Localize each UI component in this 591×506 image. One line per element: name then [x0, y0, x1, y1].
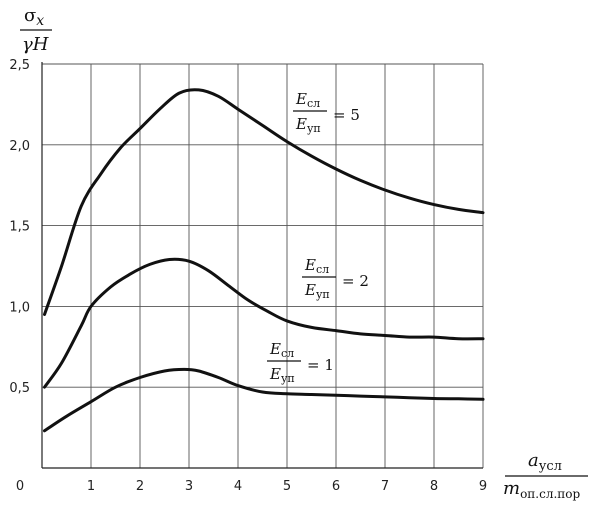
- svg-text:Eсл: Eсл: [304, 256, 329, 276]
- svg-text:σx: σx: [24, 5, 44, 29]
- svg-text:= 1: = 1: [307, 356, 334, 374]
- x-axis-label: aусл mоп.сл.пор: [503, 450, 588, 501]
- x-tick-label-6: 6: [332, 479, 340, 494]
- y-tick-label-2: 1,5: [9, 220, 30, 235]
- x-tick-label-7: 7: [381, 479, 389, 494]
- svg-text:mоп.сл.пор: mоп.сл.пор: [503, 478, 580, 501]
- axes: [41, 62, 483, 469]
- x-tick-label-8: 8: [430, 479, 438, 494]
- y-label-den: γH: [22, 34, 49, 55]
- y-tick-label-3: 2,0: [9, 139, 30, 154]
- series-line-2: [43, 367, 485, 433]
- y-tick-label-1: 1,0: [9, 300, 30, 315]
- y-label-num-sub: x: [36, 13, 44, 29]
- series-line-0: [43, 88, 485, 316]
- svg-text:Eсл: Eсл: [295, 90, 320, 110]
- x-label-den: m: [503, 478, 520, 499]
- x-tick-label-3: 3: [185, 479, 193, 494]
- svg-text:= 2: = 2: [342, 272, 369, 290]
- y-tick-label-0: 0,5: [9, 381, 30, 396]
- x-tick-label-5: 5: [283, 479, 291, 494]
- x-label-num-sub: усл: [539, 459, 562, 474]
- series-label-1: Eсл Eуп = 1: [267, 340, 334, 385]
- x-tick-label-0: 0: [16, 479, 24, 494]
- y-label-num: σ: [24, 5, 36, 26]
- x-label-den-sub: оп.сл.пор: [520, 487, 580, 501]
- svg-text:Eуп: Eуп: [304, 281, 330, 301]
- tick-labels: 0 1 2 3 4 5 6 7 8 9 0,5 1,0 1,5 2,0 2,5: [9, 58, 487, 494]
- series-label-5: Eсл Eуп = 5: [293, 90, 360, 135]
- svg-text:Eсл: Eсл: [269, 340, 294, 360]
- x-tick-label-1: 1: [87, 479, 95, 494]
- x-tick-label-9: 9: [479, 479, 487, 494]
- x-tick-label-4: 4: [234, 479, 242, 494]
- x-label-num: a: [528, 450, 539, 471]
- series-group: [43, 88, 485, 433]
- series-label-2: Eсл Eуп = 2: [302, 256, 369, 301]
- grid: [42, 63, 484, 468]
- svg-text:Eуп: Eуп: [269, 365, 295, 385]
- y-tick-label-4: 2,5: [9, 58, 30, 73]
- svg-text:Eуп: Eуп: [295, 115, 321, 135]
- svg-text:aусл: aусл: [528, 450, 562, 474]
- svg-text:= 5: = 5: [333, 106, 360, 124]
- series-line-1: [43, 257, 485, 389]
- y-axis-label: σx γH: [20, 5, 52, 55]
- x-tick-label-2: 2: [136, 479, 144, 494]
